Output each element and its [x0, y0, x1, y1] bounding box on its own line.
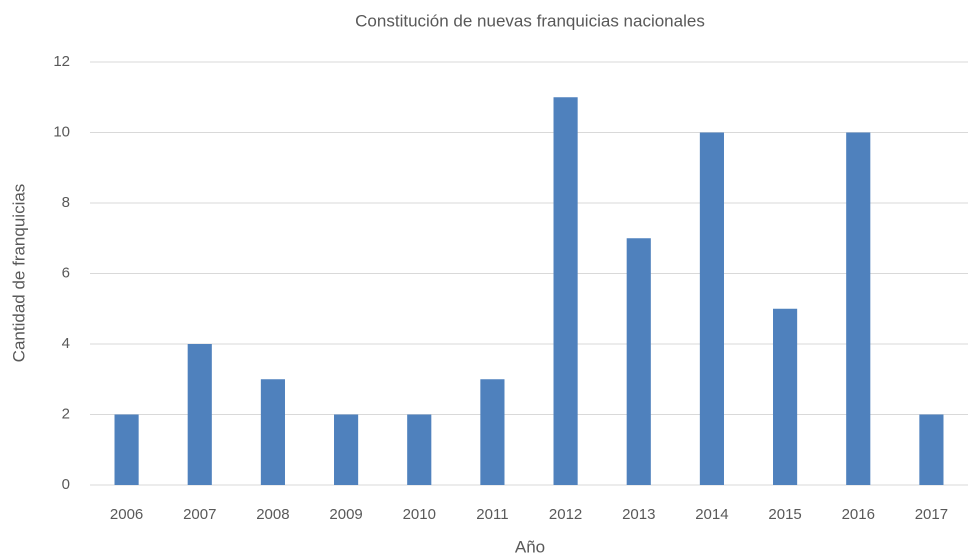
y-tick-label: 12	[53, 53, 70, 70]
x-tick-label: 2006	[110, 506, 143, 523]
bar	[407, 414, 432, 485]
bar	[187, 344, 212, 485]
x-tick-label: 2016	[842, 506, 875, 523]
x-tick-label: 2011	[476, 506, 508, 523]
bar	[846, 132, 871, 485]
bar	[919, 414, 944, 485]
x-tick-label: 2009	[329, 506, 362, 523]
bar	[480, 379, 505, 485]
x-tick-label: 2017	[915, 506, 948, 523]
x-tick-label: 2012	[549, 506, 582, 523]
y-tick-label: 10	[53, 123, 70, 140]
chart-title: Constitución de nuevas franquicias nacio…	[355, 11, 705, 30]
bar	[773, 308, 798, 485]
bar	[260, 379, 285, 485]
bar	[334, 414, 359, 485]
y-axis-label: Cantidad de franquicias	[9, 184, 28, 363]
bar	[553, 97, 578, 485]
y-tick-label: 8	[62, 194, 70, 211]
x-tick-label: 2010	[403, 506, 436, 523]
x-tick-label: 2014	[695, 506, 728, 523]
y-tick-label: 6	[62, 264, 70, 281]
y-tick-label: 0	[62, 476, 70, 493]
bar	[699, 132, 724, 485]
bar	[114, 414, 139, 485]
y-tick-label: 4	[62, 335, 70, 352]
x-axis-label: Año	[515, 537, 545, 556]
y-tick-label: 2	[62, 405, 70, 422]
x-tick-label: 2015	[768, 506, 801, 523]
x-tick-label: 2007	[183, 506, 216, 523]
x-tick-label: 2013	[622, 506, 655, 523]
x-tick-label: 2008	[256, 506, 289, 523]
bar	[626, 238, 651, 485]
